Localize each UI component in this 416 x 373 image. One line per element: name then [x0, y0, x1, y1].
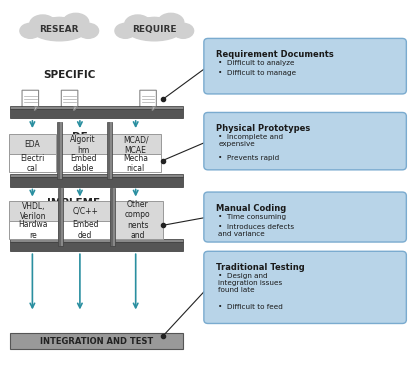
- Text: •  Prevents rapid: • Prevents rapid: [218, 155, 280, 161]
- Text: IMPLEME: IMPLEME: [47, 198, 100, 208]
- FancyBboxPatch shape: [9, 201, 58, 222]
- Ellipse shape: [126, 18, 182, 41]
- Text: •  Difficult to manage: • Difficult to manage: [218, 70, 297, 76]
- Ellipse shape: [30, 15, 56, 33]
- FancyBboxPatch shape: [9, 134, 56, 156]
- FancyBboxPatch shape: [10, 175, 183, 177]
- Polygon shape: [140, 90, 156, 111]
- FancyBboxPatch shape: [60, 221, 110, 239]
- FancyBboxPatch shape: [10, 333, 183, 350]
- Text: Traditional Testing: Traditional Testing: [216, 263, 305, 272]
- FancyBboxPatch shape: [110, 134, 161, 156]
- Text: EDA: EDA: [25, 140, 40, 149]
- Ellipse shape: [78, 23, 99, 38]
- Polygon shape: [74, 107, 78, 111]
- FancyBboxPatch shape: [60, 122, 62, 179]
- Text: •  Difficult to analyze: • Difficult to analyze: [218, 60, 295, 66]
- Ellipse shape: [158, 13, 184, 32]
- Text: RESEAR: RESEAR: [40, 25, 79, 34]
- FancyBboxPatch shape: [10, 177, 183, 186]
- Text: •  Difficult to feed: • Difficult to feed: [218, 304, 283, 310]
- Ellipse shape: [31, 18, 87, 41]
- Text: INTEGRATION AND TEST: INTEGRATION AND TEST: [40, 336, 153, 345]
- Polygon shape: [152, 107, 156, 111]
- Text: •  Introduces defects
and variance: • Introduces defects and variance: [218, 224, 295, 237]
- FancyBboxPatch shape: [58, 154, 108, 172]
- FancyBboxPatch shape: [9, 221, 58, 239]
- Ellipse shape: [142, 18, 166, 34]
- Polygon shape: [61, 90, 78, 111]
- FancyBboxPatch shape: [62, 188, 63, 246]
- Text: Embed
dable: Embed dable: [70, 154, 96, 173]
- FancyBboxPatch shape: [110, 188, 115, 246]
- Ellipse shape: [173, 23, 193, 38]
- Text: Requirement Documents: Requirement Documents: [216, 50, 334, 59]
- FancyBboxPatch shape: [110, 122, 112, 179]
- FancyBboxPatch shape: [113, 188, 115, 246]
- Ellipse shape: [20, 23, 41, 38]
- Text: VHDL,
Verilon: VHDL, Verilon: [20, 202, 47, 221]
- FancyBboxPatch shape: [57, 122, 62, 179]
- Text: SPECIFIC: SPECIFIC: [43, 70, 96, 81]
- Text: Hardwa
re: Hardwa re: [19, 220, 48, 240]
- FancyBboxPatch shape: [112, 201, 163, 239]
- FancyBboxPatch shape: [58, 188, 63, 246]
- Text: Mecha
nical: Mecha nical: [123, 154, 148, 173]
- FancyBboxPatch shape: [107, 122, 112, 179]
- Ellipse shape: [125, 15, 151, 33]
- Ellipse shape: [63, 13, 89, 32]
- Text: •  Incomplete and
expensive: • Incomplete and expensive: [218, 134, 283, 147]
- Text: •  Time consuming: • Time consuming: [218, 213, 287, 220]
- Text: Electri
cal: Electri cal: [20, 154, 45, 173]
- FancyBboxPatch shape: [9, 154, 56, 172]
- FancyBboxPatch shape: [10, 239, 183, 242]
- FancyBboxPatch shape: [204, 192, 406, 242]
- Text: C/C++: C/C++: [72, 207, 98, 216]
- FancyBboxPatch shape: [60, 201, 110, 222]
- Text: MCAD/
MCAE: MCAD/ MCAE: [123, 135, 149, 154]
- FancyBboxPatch shape: [58, 134, 108, 156]
- Text: Other
compo
nents
and: Other compo nents and: [125, 200, 151, 240]
- Text: •  Design and
integration issues
found late: • Design and integration issues found la…: [218, 273, 282, 293]
- Ellipse shape: [115, 23, 136, 38]
- Text: REQUIRE: REQUIRE: [132, 25, 176, 34]
- Polygon shape: [22, 90, 39, 111]
- Text: DE: DE: [72, 132, 88, 141]
- FancyBboxPatch shape: [10, 109, 183, 118]
- Text: Physical Prototypes: Physical Prototypes: [216, 124, 310, 133]
- Text: Algorit
hm: Algorit hm: [70, 135, 96, 154]
- FancyBboxPatch shape: [204, 112, 406, 170]
- Text: Manual Coding: Manual Coding: [216, 204, 287, 213]
- FancyBboxPatch shape: [110, 154, 161, 172]
- Text: Embed
ded: Embed ded: [72, 220, 98, 240]
- Polygon shape: [35, 107, 39, 111]
- FancyBboxPatch shape: [204, 251, 406, 323]
- FancyBboxPatch shape: [204, 38, 406, 94]
- Ellipse shape: [47, 18, 71, 34]
- FancyBboxPatch shape: [10, 242, 183, 251]
- FancyBboxPatch shape: [10, 106, 183, 109]
